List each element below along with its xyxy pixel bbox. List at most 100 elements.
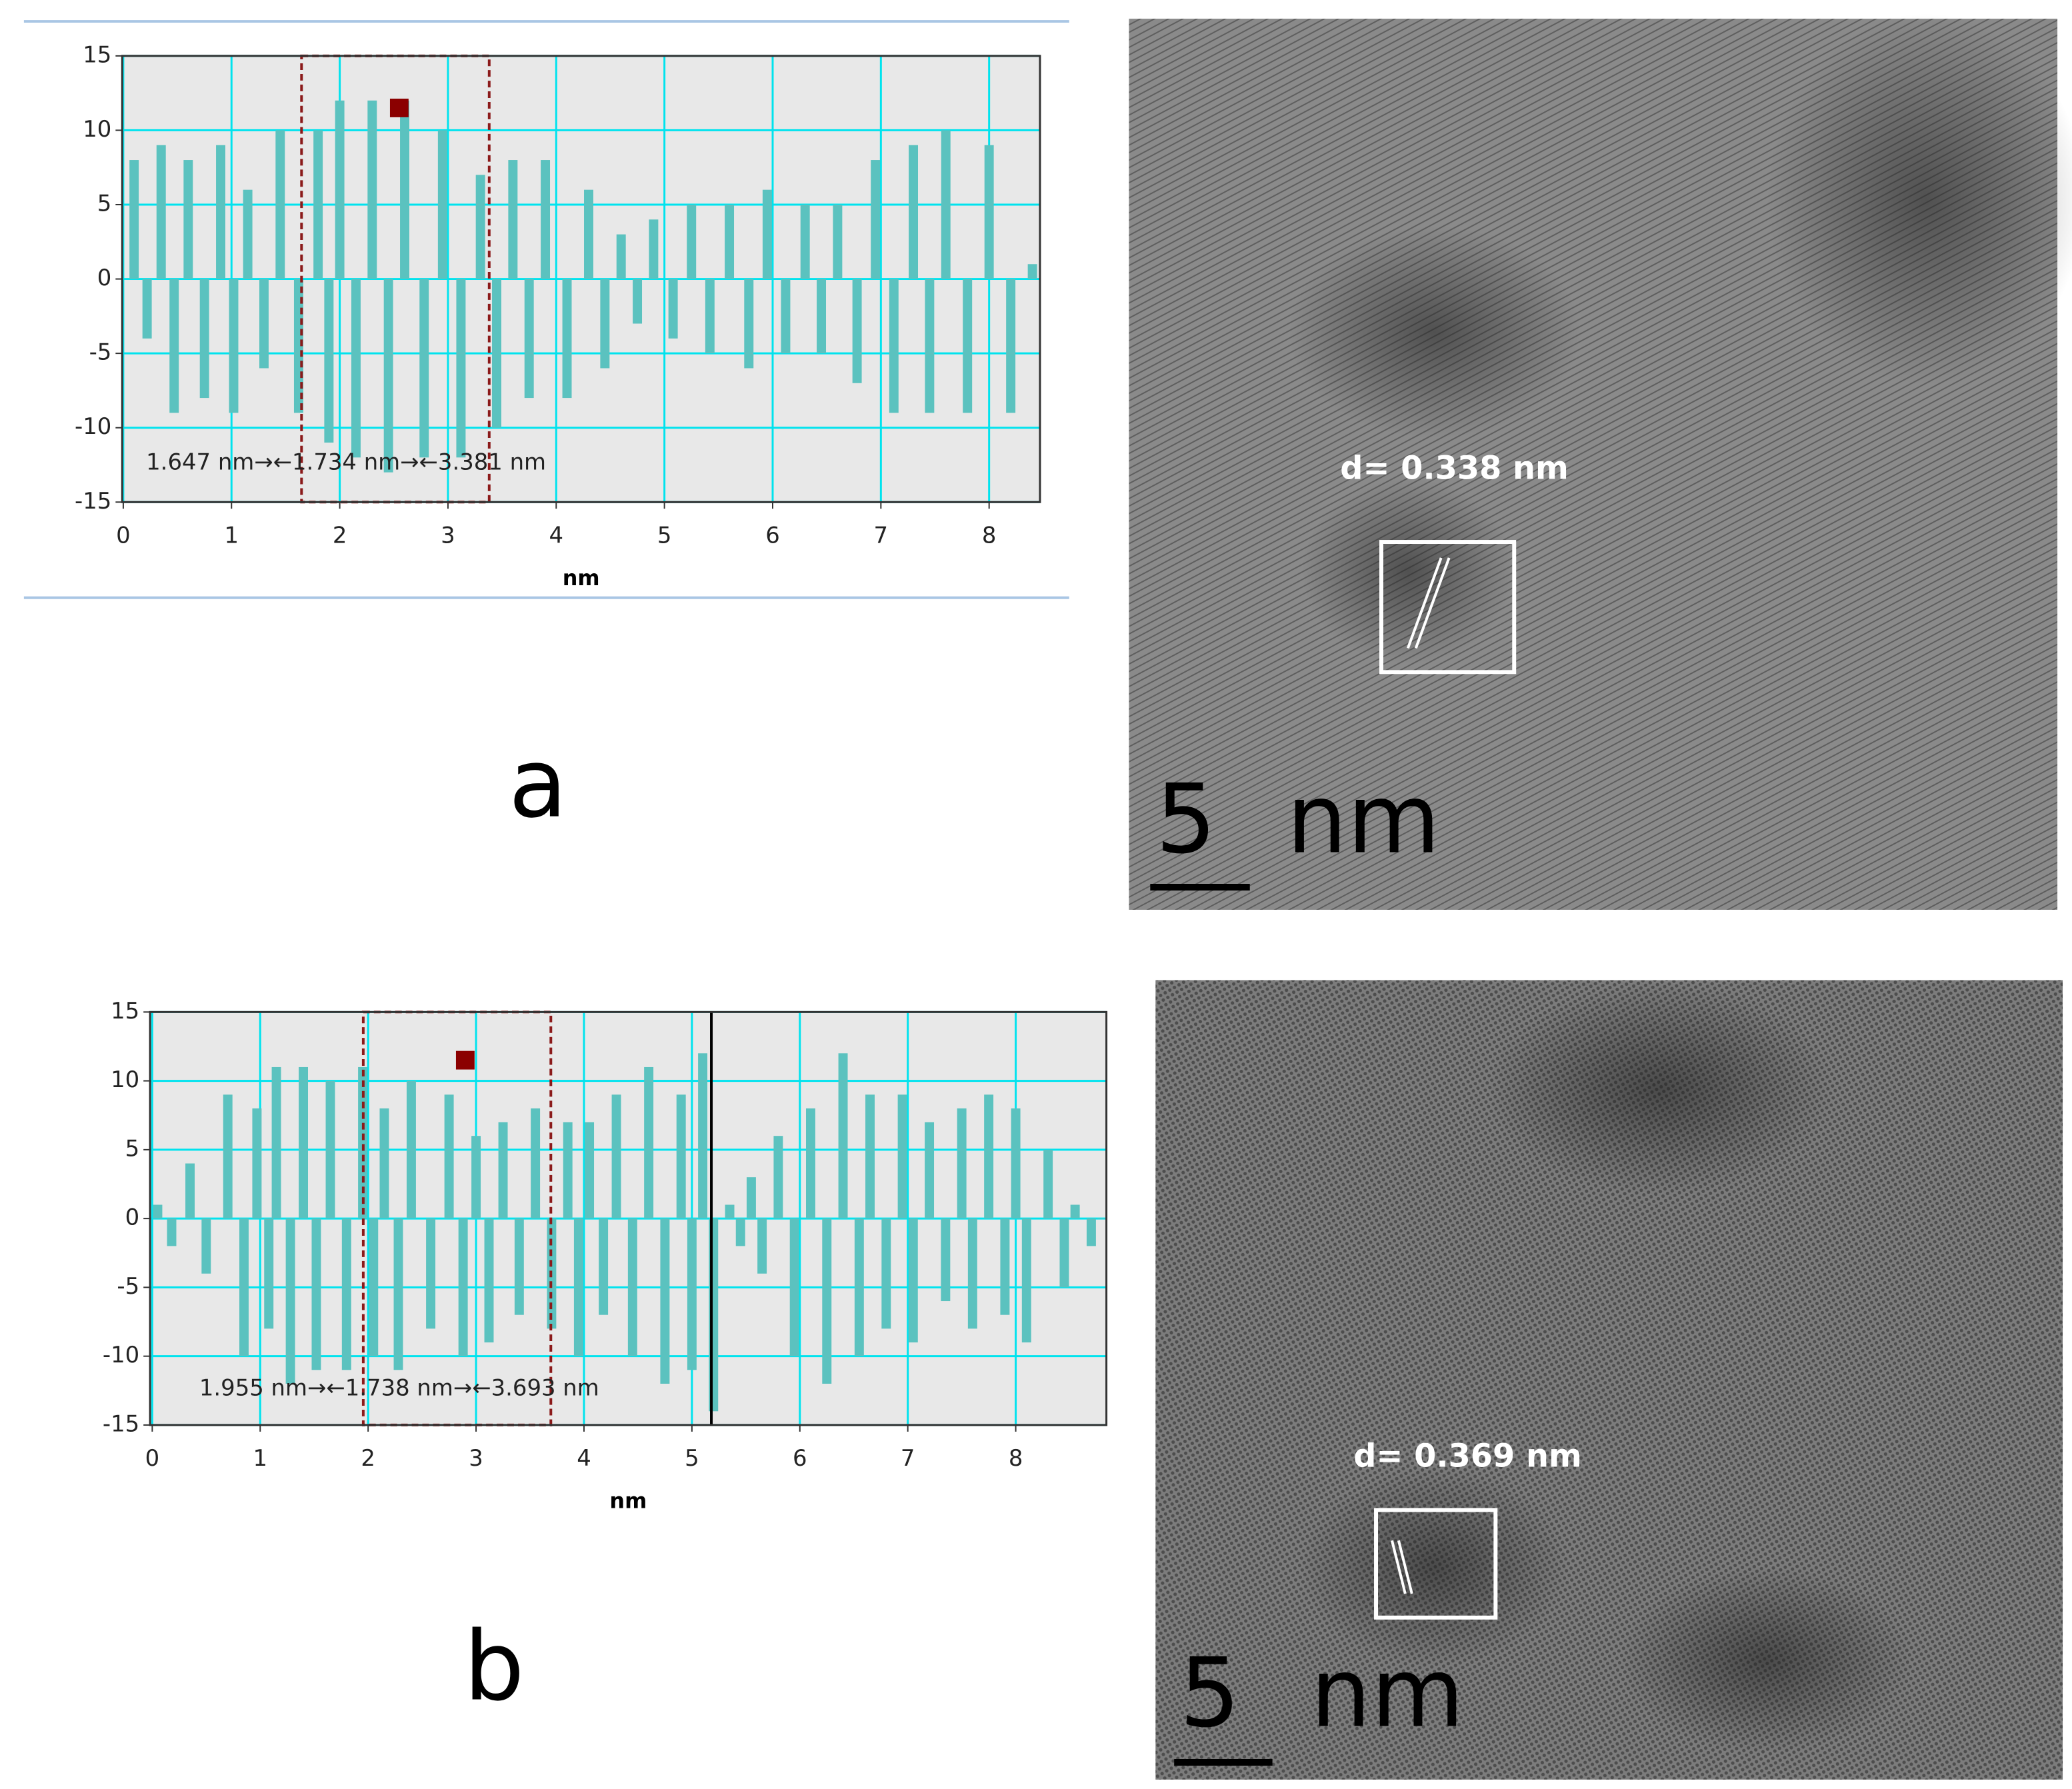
bar [1086,1218,1096,1246]
bar [660,1218,670,1384]
bar [199,279,209,399]
bar [275,130,285,279]
x-tick-label: 1 [224,523,239,549]
bar [1043,1149,1053,1219]
y-tick-label: -5 [89,339,112,365]
x-tick-label: 8 [1009,1445,1023,1471]
bar [616,234,626,279]
bar [259,279,269,369]
fringe-line [1406,557,1443,649]
bar [492,279,501,428]
bar [271,1066,281,1219]
bar [984,1094,994,1219]
bar [584,189,593,279]
bar [967,1218,977,1329]
x-tick-label: 5 [685,1445,699,1471]
bar [531,1108,541,1219]
bar [239,1218,249,1356]
x-tick-label: 6 [765,523,780,549]
bar [822,1218,832,1384]
bar [156,145,166,279]
bar [437,130,447,279]
bar [644,1066,654,1219]
y-tick-label: 0 [97,265,112,291]
bar [456,279,466,458]
y-tick-label: 0 [125,1204,140,1230]
bar [781,279,791,354]
d-spacing: d= 0.369 nm [1353,1438,1582,1475]
x-tick-label: 3 [441,523,455,549]
bar [541,160,551,279]
x-tick-label: 0 [145,1445,160,1471]
bar [243,189,253,279]
bar [311,1218,321,1370]
bar [484,1218,494,1343]
bar [909,145,919,279]
x-tick-label: 7 [874,523,889,549]
bar [698,1053,708,1219]
panel-label: a [509,728,567,839]
d-spacing: d= 0.338 nm [1340,450,1569,487]
bar [668,279,678,339]
bar [562,279,572,399]
x-axis-label: nm [563,565,600,591]
bar [252,1108,262,1219]
bar [735,1218,745,1246]
fringe-line [1414,557,1451,649]
image-shade [1301,1467,1567,1667]
bar [508,160,518,279]
panel-label: b [464,1611,525,1722]
bar [744,279,754,369]
y-tick-label: 10 [111,1066,139,1092]
x-tick-label: 1 [253,1445,267,1471]
bar [383,279,393,473]
bar [1011,1108,1021,1219]
bar [393,1218,403,1370]
x-tick-label: 4 [549,523,564,549]
bar [444,1094,454,1219]
bar [1006,279,1016,413]
bar [957,1108,967,1219]
bar [984,145,994,279]
fringe-line [1391,1540,1407,1594]
bar [426,1218,436,1329]
micrograph: d= 0.338 nm 5 nm [1129,13,2072,910]
bar [611,1094,621,1219]
fringe-line [1397,1540,1413,1594]
bar [838,1053,848,1219]
annotation: 1.647 nm→←1.734 nm→←3.381 nm [146,449,546,475]
bar [169,279,179,413]
bar [687,1218,697,1370]
bar [871,160,881,279]
bar [514,1218,524,1315]
bar [563,1122,573,1219]
y-tick-label: 5 [125,1135,140,1161]
bar [889,279,899,413]
x-tick-label: 0 [116,523,131,549]
bar [725,1204,735,1219]
bar [649,219,659,279]
image-shade [1301,478,1515,665]
x-tick-label: 3 [469,1445,483,1471]
y-tick-label: -10 [103,1342,139,1368]
bar [773,1136,783,1219]
bar [573,1218,583,1356]
y-tick-label: -5 [117,1273,139,1299]
bar [285,1218,295,1384]
bar [817,279,827,354]
y-tick-label: 15 [111,998,139,1024]
bar [379,1108,389,1219]
bar [800,204,810,279]
plot-frame [149,1010,1108,1426]
bar [925,1122,935,1219]
bar [1027,264,1037,279]
plot-frame [121,55,1041,503]
y-tick-label: -10 [75,413,111,439]
y-tick-label: -15 [75,488,111,514]
bar [498,1122,508,1219]
x-axis-label: nm [609,1488,647,1513]
marker [455,1050,475,1070]
x-tick-label: 2 [361,1445,375,1471]
